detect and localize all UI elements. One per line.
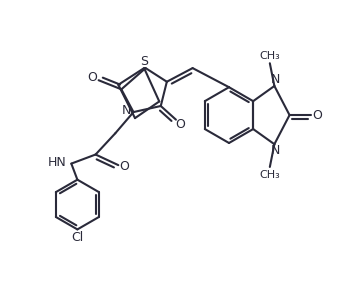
Text: N: N: [122, 104, 131, 117]
Text: S: S: [140, 55, 148, 68]
Text: CH₃: CH₃: [260, 51, 280, 61]
Text: Cl: Cl: [71, 231, 83, 244]
Text: N: N: [271, 73, 281, 86]
Text: N: N: [271, 144, 281, 157]
Text: O: O: [175, 118, 185, 131]
Text: O: O: [88, 71, 98, 84]
Text: O: O: [119, 160, 129, 173]
Text: HN: HN: [48, 155, 67, 169]
Text: O: O: [312, 109, 322, 121]
Text: CH₃: CH₃: [260, 170, 280, 180]
